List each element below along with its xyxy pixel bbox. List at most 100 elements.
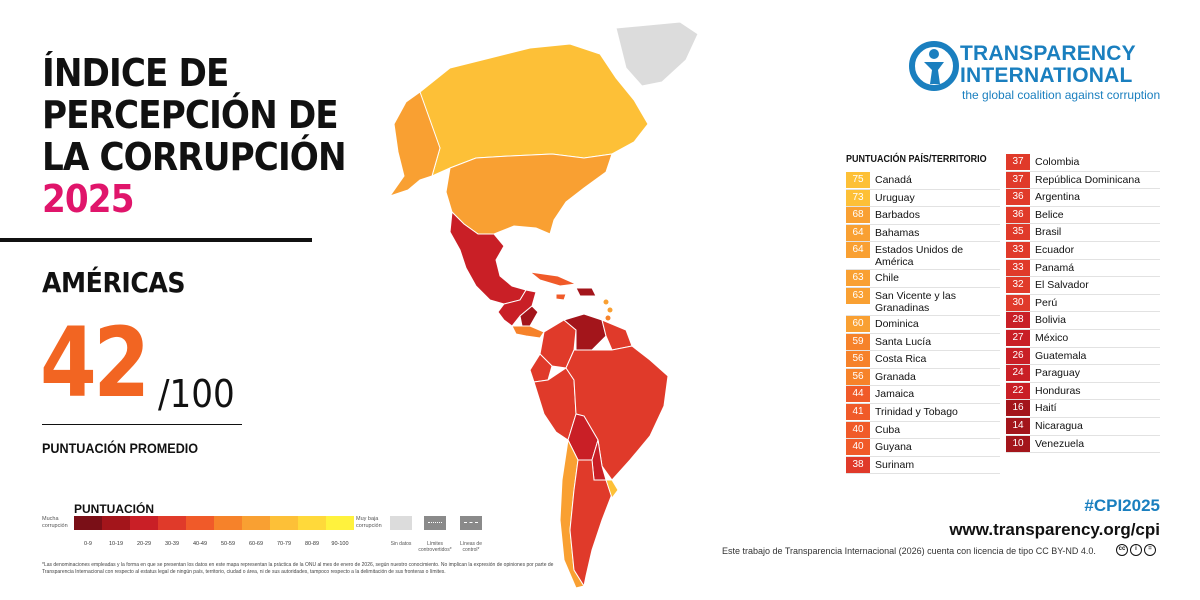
country-name: Dominica [875,317,919,330]
score-badge: 35 [1006,224,1030,241]
score-badge: 36 [1006,206,1030,223]
legend-range-label: 10-19 [108,541,124,547]
score-badge: 41 [846,403,870,420]
legend-swatch [186,516,214,530]
canada-shape [419,43,649,177]
score-badge: 37 [1006,154,1030,170]
score-badge: 40 [846,439,870,456]
country-name: Guyana [875,441,912,454]
score-badge: 30 [1006,294,1030,311]
website-link[interactable]: www.transparency.org/cpi [949,520,1160,539]
country-name: Bolivia [1035,314,1066,327]
americas-map [388,21,699,589]
by-icon: i [1130,544,1142,556]
country-row: 16 Haití [1006,400,1160,418]
country-name: Nicaragua [1035,419,1083,432]
hashtag[interactable]: #CPI2025 [1084,496,1160,515]
country-row: 64 Estados Unidos de América [846,242,1000,271]
country-row: 33 Ecuador [1006,241,1160,260]
title-line-1: ÍNDICE DE [42,51,229,95]
region-score: 42 [40,307,150,419]
title-divider [0,238,312,242]
legend-range-label: 60-69 [248,541,264,547]
country-name: Argentina [1035,191,1080,204]
country-name: San Vicente y las Granadinas [875,289,956,314]
score-badge: 75 [846,172,870,188]
legend-swatch [326,516,354,530]
country-row: 41 Trinidad y Tobago [846,403,1000,422]
uruguay-shape [605,479,619,500]
country-name: Estados Unidos de América [875,244,964,269]
nd-icon: = [1144,544,1156,556]
legend-range-label: 80-89 [304,541,320,547]
score-badge: 16 [1006,400,1030,417]
title-line-2: PERCEPCIÓN DE [42,93,339,137]
lesser-antilles-1 [603,299,609,305]
score-label: PUNTUACIÓN PROMEDIO [42,440,199,456]
legend-swatch [130,516,158,530]
legend-left-label: Mucha corrupción [42,516,68,529]
argentina-shape [569,459,613,588]
license-text: Este trabajo de Transparencia Internacio… [722,546,1096,556]
country-row: 75 Canadá [846,172,1000,190]
country-name: Trinidad y Tobago [875,405,958,418]
country-row: 44 Jamaica [846,386,1000,404]
legend-swatch [158,516,186,530]
country-name: El Salvador [1035,279,1089,292]
score-badge: 64 [846,242,870,259]
score-badge: 73 [846,189,870,206]
legend-range-label: 30-39 [164,541,180,547]
score-divider [42,424,242,425]
country-row: 32 El Salvador [1006,277,1160,295]
venezuela-shape [562,313,607,351]
country-row: 36 Belice [1006,206,1160,225]
country-name: Venezuela [1035,437,1085,450]
country-row: 28 Bolivia [1006,312,1160,330]
score-badge: 44 [846,386,870,403]
country-name: Bahamas [875,226,920,239]
legend-swatch [74,516,102,530]
country-row: 14 Nicaragua [1006,417,1160,436]
score-badge: 27 [1006,329,1030,346]
country-name: Canadá [875,174,912,186]
ecuador-shape [529,353,553,383]
lesser-antilles-2 [607,307,613,313]
country-row: 40 Guyana [846,439,1000,457]
cc-license-icons: cc i = [1116,544,1156,556]
legend-swatch [242,516,270,530]
score-badge: 56 [846,368,870,385]
legend-swatch [102,516,130,530]
legend-control-swatch [460,516,482,530]
score-badge: 32 [1006,277,1030,294]
legend-no-data-swatch [390,516,412,530]
legend-right-label: Muy baja corrupción [356,516,382,529]
country-name: Cuba [875,423,901,436]
legend-swatch [270,516,298,530]
score-badge: 59 [846,333,870,350]
country-name: Panamá [1035,261,1075,274]
country-row: 63 Chile [846,270,1000,288]
legend-range-label: 90-100 [331,541,349,547]
country-row: 33 Panamá [1006,259,1160,278]
country-row: 10 Venezuela [1006,435,1160,454]
country-row: 68 Barbados [846,207,1000,225]
cuba-shape [528,271,578,287]
score-badge: 37 [1006,171,1030,188]
score-badge: 64 [846,224,870,241]
score-badge: 40 [846,421,870,438]
greenland-shape [615,21,699,87]
hispaniola-shape [575,287,597,297]
country-row: 64 Bahamas [846,224,1000,243]
country-name: Perú [1035,296,1058,309]
country-row: 56 Costa Rica [846,351,1000,369]
logo-name-line2: INTERNATIONAL [960,64,1133,87]
country-row: 38 Surinam [846,456,1000,475]
score-badge: 68 [846,207,870,224]
country-name: Belice [1035,208,1064,221]
table-header: PUNTUACIÓN PAÍS/TERRITORIO [846,154,987,165]
legend-range-labels: 0-9 10-19 20-29 30-39 40-49 50-59 60-69 70-79 80… [74,541,354,547]
title-year: 2025 [42,177,134,221]
country-name: Colombia [1035,156,1080,168]
score-out-of: /100 [158,372,235,416]
country-name: República Dominicana [1035,173,1141,186]
